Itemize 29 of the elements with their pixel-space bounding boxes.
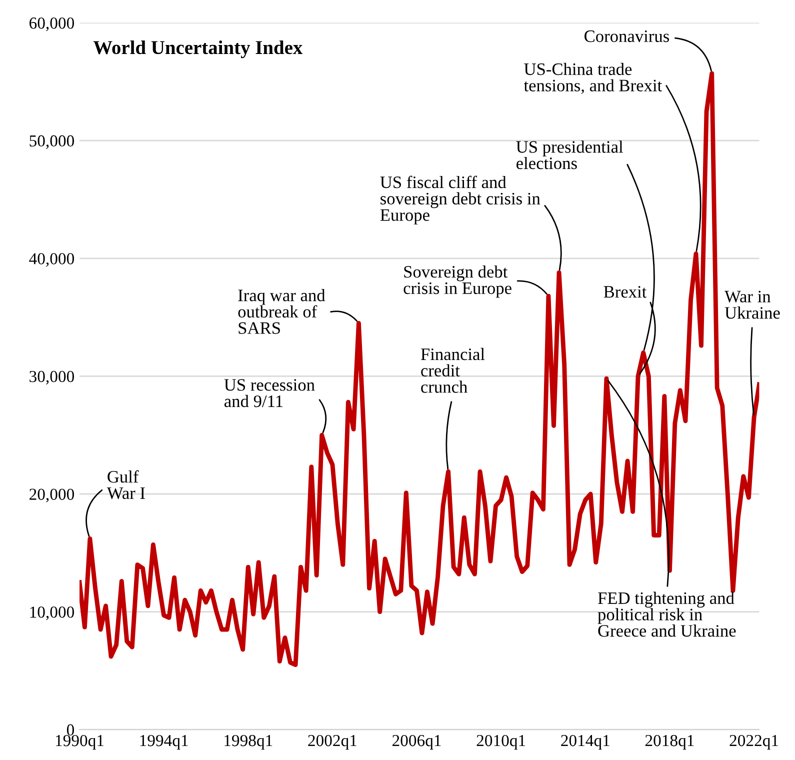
x-tick-label: 2002q1: [308, 734, 356, 750]
x-tick-label: 2010q1: [476, 734, 526, 750]
annotation: US presidential elections: [516, 140, 623, 170]
y-tick-label: 40,000: [29, 253, 74, 267]
annotation: Gulf War I: [106, 470, 145, 500]
x-tick-label: 1990q1: [56, 734, 104, 750]
y-tick-label: 20,000: [30, 488, 74, 502]
annotation: Financial credit crunch: [420, 348, 485, 393]
y-tick-label: 30,000: [30, 370, 74, 385]
annotation: War in Ukraine: [724, 290, 780, 319]
annotation: US recession and 9/11: [224, 379, 315, 408]
annotation: US fiscal cliff and sovereign debt crisis in Europe: [380, 176, 540, 224]
x-tick-label: 2014q1: [561, 734, 610, 750]
y-tick-label: 0: [66, 724, 74, 736]
annotation: Iraq war and outbreak of SARS: [238, 289, 326, 334]
x-tick-label: 2018q1: [645, 734, 694, 750]
annotation: Brexit: [604, 286, 647, 298]
x-tick-label: 1998q1: [224, 734, 272, 750]
annotation: Coronavirus: [584, 30, 670, 42]
x-tick-label: 1994q1: [140, 734, 188, 750]
x-tick-label: 2006q1: [392, 734, 441, 750]
annotation: Sovereign debt crisis in Europe: [404, 265, 512, 298]
x-tick-label: 2022q1: [730, 734, 778, 750]
annotation: FED tightening and political risk in Greece and Ukraine: [598, 592, 736, 637]
y-tick-label: 10,000: [30, 606, 74, 620]
annotation: US-China trade tensions, and Brexit: [524, 62, 662, 94]
y-tick-label: 50,000: [30, 135, 74, 149]
text: World Uncertainty Index: [93, 40, 303, 58]
y-tick-label: 60,000: [30, 18, 74, 32]
